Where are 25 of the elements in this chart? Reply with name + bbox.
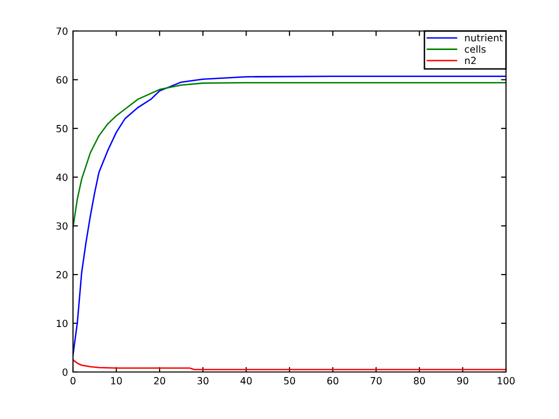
x-tick-label: 100: [498, 377, 515, 384]
x-tick-label: 60: [327, 377, 338, 384]
y-tick-label: 60: [56, 76, 68, 84]
legend-label: cells: [464, 45, 486, 53]
line-series: [73, 82, 506, 228]
y-tick-label: 10: [56, 320, 68, 328]
y-tick-label: 20: [56, 271, 68, 278]
y-tick-label: 70: [56, 27, 68, 35]
line-series: [73, 76, 506, 356]
y-tick-label: 50: [56, 124, 68, 132]
x-tick-label: 10: [111, 377, 122, 384]
line-series: [73, 359, 506, 370]
x-tick-label: 40: [240, 377, 252, 384]
x-tick-label: 70: [370, 377, 382, 384]
y-tick-label: 30: [56, 222, 68, 230]
x-tick-label: 0: [70, 377, 76, 384]
y-tick-label: 0: [62, 368, 68, 376]
x-tick-label: 80: [414, 377, 425, 384]
x-tick-label: 90: [457, 377, 468, 384]
x-tick-label: 30: [197, 377, 208, 384]
x-tick-label: 20: [154, 377, 166, 384]
x-tick-label: 50: [284, 377, 296, 384]
legend-label: n2: [465, 56, 476, 64]
y-tick-label: 40: [56, 174, 68, 181]
legend-label: nutrient: [465, 34, 503, 42]
